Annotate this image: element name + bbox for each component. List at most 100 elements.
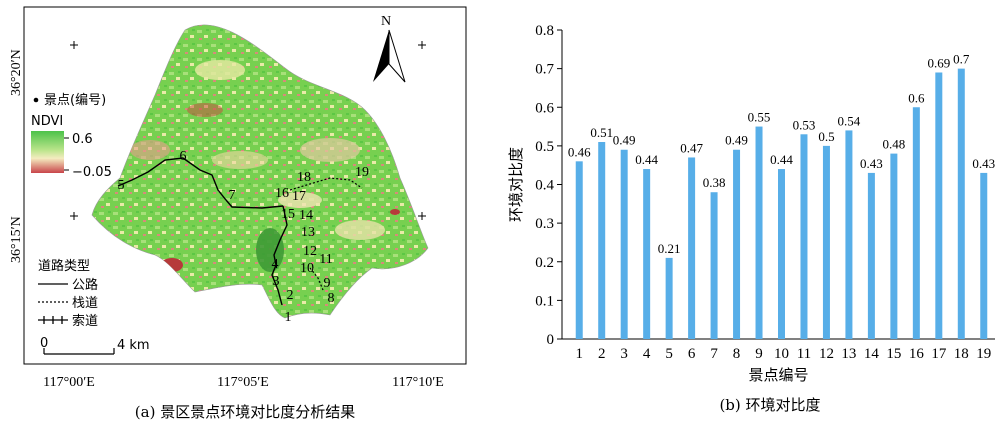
bar-19 <box>980 172 988 339</box>
spot-label-10: 10 <box>300 261 314 276</box>
plank-road-route <box>289 177 363 191</box>
spot-label-9: 9 <box>324 276 331 291</box>
y-tick-label: 0.1 <box>535 293 554 309</box>
x-tick-label: 1 <box>575 346 583 362</box>
x-tick-label: 11 <box>797 346 811 362</box>
x-tick-label: 8 <box>733 346 741 362</box>
figure-b-caption: (b) 环境对比度 <box>719 396 820 414</box>
bar-12 <box>822 145 830 339</box>
spot-label-4: 4 <box>272 257 279 272</box>
spot-label-1: 1 <box>285 310 292 325</box>
legend-ropeway-line <box>38 316 68 324</box>
x-tick-label: 15 <box>886 346 901 362</box>
spot-label-14: 14 <box>299 208 313 223</box>
bar-5 <box>665 257 673 339</box>
x-tick-label: 6 <box>688 346 696 362</box>
bar-value-label: 0.69 <box>927 55 950 70</box>
y-tick-label: 0.2 <box>535 255 554 271</box>
x-tick-label: 10 <box>774 346 789 362</box>
bar-10 <box>778 169 785 339</box>
spot-label-16: 16 <box>275 186 289 201</box>
highway-route <box>117 157 284 209</box>
x-tick-label: 2 <box>598 346 606 362</box>
bar-1 <box>575 161 583 339</box>
bar-18 <box>957 68 965 339</box>
north-label: N <box>381 14 391 29</box>
spot-label-17: 17 <box>292 189 306 204</box>
bar-value-label: 0.49 <box>725 133 748 148</box>
bar-value-label: 0.44 <box>635 152 658 167</box>
bar-value-label: 0.44 <box>770 152 793 167</box>
bar-4 <box>643 169 651 339</box>
legend-road-title: 道路类型 <box>38 258 90 274</box>
y-axis-title: 环境对比度 <box>507 147 525 222</box>
bar-value-label: 0.55 <box>748 110 771 125</box>
legend-plank-label: 栈道 <box>72 296 98 311</box>
ndvi-min-label: −0.05 <box>72 165 112 180</box>
spot-label-5: 5 <box>118 178 125 193</box>
map-frame <box>23 6 467 365</box>
bar-value-label: 0.21 <box>658 241 681 256</box>
legend-ndvi-title: NDVI <box>31 114 63 129</box>
figure-a-caption: (a) 景区景点环境对比度分析结果 <box>135 403 355 421</box>
lat-label-2: 36°15′N <box>9 216 24 263</box>
bar-2 <box>598 142 606 339</box>
bar-value-label: 0.49 <box>613 133 636 148</box>
bar-value-labels: 0.460.510.490.440.210.470.380.490.550.44… <box>568 52 995 256</box>
bar-value-label: 0.6 <box>908 90 925 105</box>
spot-label-6: 6 <box>180 149 187 164</box>
lon-label-2: 117°05′E <box>217 375 269 390</box>
bar-value-label: 0.47 <box>680 140 703 155</box>
bar-value-label: 0.51 <box>590 125 613 140</box>
spot-label-11: 11 <box>319 252 332 267</box>
study-area-terrain <box>91 24 429 319</box>
legend-spot: 景点(编号) <box>33 93 106 108</box>
ndvi-patches <box>130 60 400 272</box>
bar-3 <box>620 149 628 339</box>
spot-label-15: 15 <box>281 207 295 222</box>
spot-label-19: 19 <box>355 165 369 180</box>
y-tick-label: 0.5 <box>535 139 554 155</box>
x-tick-label: 13 <box>841 346 856 362</box>
bar-chart: 00.10.20.30.40.50.60.70.8 0.460.510.490.… <box>507 23 995 384</box>
north-arrow: N <box>373 14 406 83</box>
x-ticks: 1 2 3 4 5 6 7 8 9 10 11 12 13 14 15 16 17 18 19 <box>575 346 991 362</box>
bar-13 <box>845 130 853 339</box>
bar-15 <box>890 153 898 339</box>
bar-16 <box>912 107 920 339</box>
bar-7 <box>710 192 718 339</box>
ropeway-route <box>271 205 288 306</box>
legend-spot-label: 景点(编号) <box>44 93 106 108</box>
bar-8 <box>733 149 741 339</box>
spot-label-12: 12 <box>303 244 317 259</box>
legend-highway-label: 公路 <box>72 277 98 293</box>
bar-6 <box>688 157 696 339</box>
lon-label-1: 117°00′E <box>43 375 95 390</box>
lat-label-1: 36°20′N <box>9 49 24 96</box>
graticule-crosses <box>70 41 426 220</box>
spot-label-2: 2 <box>287 288 294 303</box>
bar-value-label: 0.46 <box>568 144 591 159</box>
bar-value-label: 0.7 <box>953 52 970 67</box>
scale-end: 4 km <box>117 338 150 353</box>
x-tick-label: 12 <box>819 346 834 362</box>
bar-value-label: 0.5 <box>818 129 834 144</box>
spot-label-7: 7 <box>229 188 236 203</box>
bar-17 <box>935 72 943 340</box>
y-tick-label: 0.6 <box>535 100 554 116</box>
ndvi-max-label: 0.6 <box>72 132 93 147</box>
bar-value-label: 0.43 <box>972 156 995 171</box>
x-tick-label: 14 <box>864 346 880 362</box>
x-axis-title: 景点编号 <box>748 366 808 384</box>
plank-road-route-2 <box>309 267 324 291</box>
y-tick-label: 0 <box>547 332 555 348</box>
spot-label-13: 13 <box>301 225 315 240</box>
y-tick-label: 0.4 <box>535 178 554 194</box>
x-tick-label: 4 <box>643 346 651 362</box>
bars <box>575 68 988 340</box>
x-tick-label: 3 <box>620 346 628 362</box>
y-tick-label: 0.3 <box>535 216 554 232</box>
x-tick-label: 18 <box>954 346 969 362</box>
